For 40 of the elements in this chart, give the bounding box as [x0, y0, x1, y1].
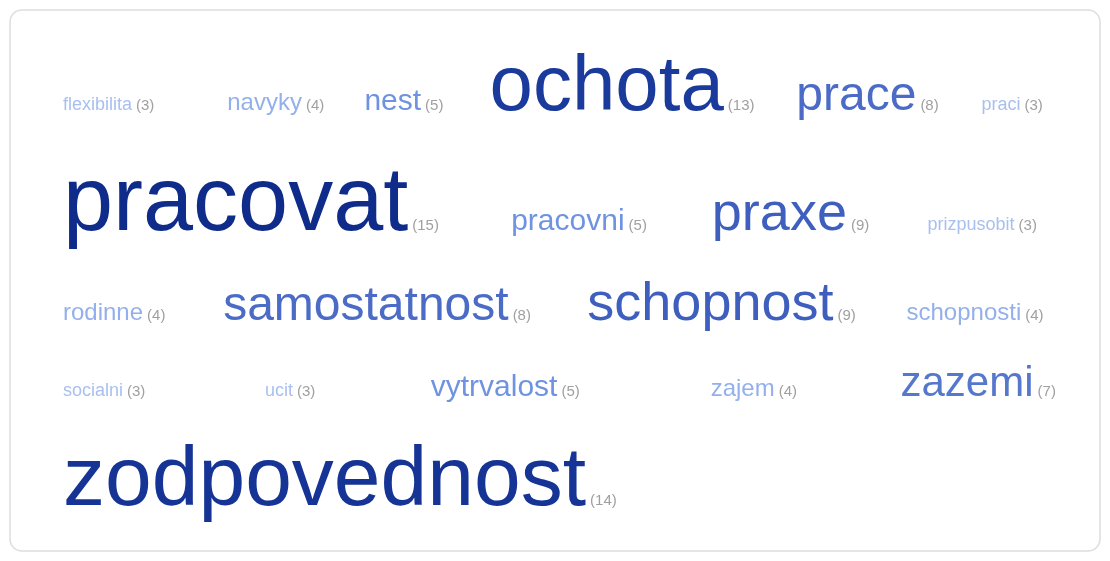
data-label: (5) — [628, 215, 647, 233]
data-label: (5) — [561, 381, 580, 399]
data-label: (4) — [1025, 306, 1044, 324]
data-label: (8) — [920, 96, 939, 113]
data-label: (8) — [512, 306, 531, 324]
category-label: prizpusobit — [927, 213, 1015, 234]
category-label: pracovni — [511, 202, 625, 236]
category-label: samostatnost — [223, 277, 509, 331]
category-label: ochota — [489, 39, 725, 127]
category-label: prace — [796, 67, 917, 120]
category-label: rodinne — [63, 298, 144, 326]
category-label: praci — [981, 94, 1021, 114]
category-label: schopnost — [587, 271, 834, 332]
data-label: (15) — [412, 215, 439, 233]
data-label: (9) — [850, 215, 870, 233]
data-label: (14) — [590, 490, 617, 508]
data-label: (7) — [1037, 381, 1056, 399]
category-label: zazemi — [900, 357, 1034, 405]
data-label: (3) — [296, 381, 316, 399]
category-label: vytrvalost — [430, 368, 559, 402]
data-label: (4) — [147, 306, 166, 324]
category-label: navyky — [227, 88, 302, 115]
category-label: nest — [364, 83, 422, 116]
category-label: zajem — [710, 373, 775, 401]
data-label: (5) — [425, 96, 444, 113]
data-label: (4) — [305, 96, 325, 113]
data-label: (9) — [837, 306, 856, 324]
category-label: schopnosti — [906, 298, 1022, 326]
data-label: (13) — [727, 96, 755, 113]
data-label: (3) — [136, 96, 155, 113]
category-label: praxe — [711, 180, 847, 241]
category-label: socialni — [63, 379, 124, 400]
category-label: flexibilita — [63, 94, 134, 114]
data-label: (3) — [1018, 215, 1037, 233]
category-label: pracovat — [63, 148, 409, 249]
data-label: (4) — [778, 381, 797, 399]
data-label: (3) — [1024, 96, 1043, 113]
category-label: ucit — [264, 379, 293, 400]
data-label: (3) — [127, 381, 146, 399]
category-label: zodpovednost — [63, 428, 587, 523]
